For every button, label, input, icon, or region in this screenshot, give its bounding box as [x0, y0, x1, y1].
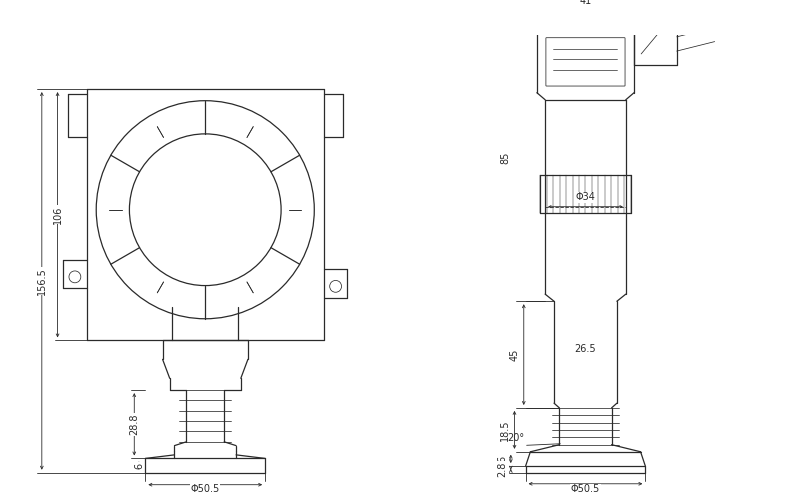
- Text: 41: 41: [579, 0, 591, 6]
- Text: 2.8: 2.8: [498, 462, 507, 477]
- Text: 45: 45: [510, 348, 519, 361]
- Text: 156.5: 156.5: [37, 267, 47, 295]
- Text: 6: 6: [134, 462, 144, 468]
- Text: 18.5: 18.5: [500, 419, 510, 440]
- Text: 28.8: 28.8: [130, 414, 139, 435]
- Text: 26.5: 26.5: [574, 344, 596, 354]
- Text: 6: 6: [498, 456, 507, 462]
- FancyBboxPatch shape: [546, 38, 625, 86]
- Text: 106: 106: [53, 206, 62, 224]
- Text: Φ34: Φ34: [575, 192, 595, 202]
- Text: Φ50.5: Φ50.5: [571, 484, 600, 494]
- Text: Φ50.5: Φ50.5: [190, 484, 220, 494]
- Text: 85: 85: [500, 152, 510, 164]
- Bar: [574, 19, 598, 34]
- Text: 20°: 20°: [508, 432, 525, 442]
